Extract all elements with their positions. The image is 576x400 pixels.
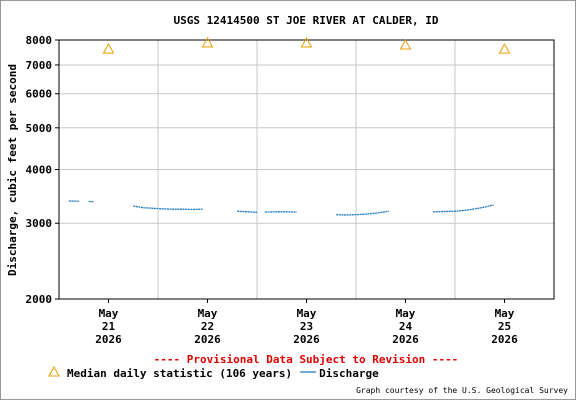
median-marker	[300, 37, 313, 48]
x-tick-label: May 25 2026	[491, 307, 518, 346]
median-marker	[498, 43, 511, 54]
legend-label: Discharge	[319, 367, 379, 380]
y-axis-label: Discharge, cubic feet per second	[6, 64, 19, 276]
x-tick-label: May 22 2026	[194, 307, 221, 346]
y-tick-label: 3000	[26, 217, 53, 230]
y-tick-label: 4000	[26, 164, 53, 177]
annotation: ---- Provisional Data Subject to Revisio…	[154, 353, 459, 366]
y-tick-label: 6000	[26, 88, 53, 101]
x-tick-label: May 21 2026	[95, 307, 122, 346]
y-tick-label: 8000	[26, 34, 53, 47]
plot-border	[58, 39, 555, 300]
y-tick-label: 7000	[26, 59, 53, 72]
chart-title: USGS 12414500 ST JOE RIVER AT CALDER, ID	[174, 14, 439, 27]
median-marker	[201, 37, 214, 48]
discharge-line	[68, 200, 494, 216]
median-marker	[399, 38, 412, 50]
credit: Graph courtesy of the U.S. Geological Su…	[356, 386, 568, 395]
legend-marker	[48, 365, 60, 377]
x-tick-label: May 24 2026	[392, 307, 419, 346]
median-marker	[102, 43, 115, 54]
y-tick-label: 5000	[26, 122, 53, 135]
legend-label: Median daily statistic (106 years)	[67, 367, 292, 380]
x-tick-label: May 23 2026	[293, 307, 320, 346]
y-tick-label: 2000	[26, 293, 53, 306]
